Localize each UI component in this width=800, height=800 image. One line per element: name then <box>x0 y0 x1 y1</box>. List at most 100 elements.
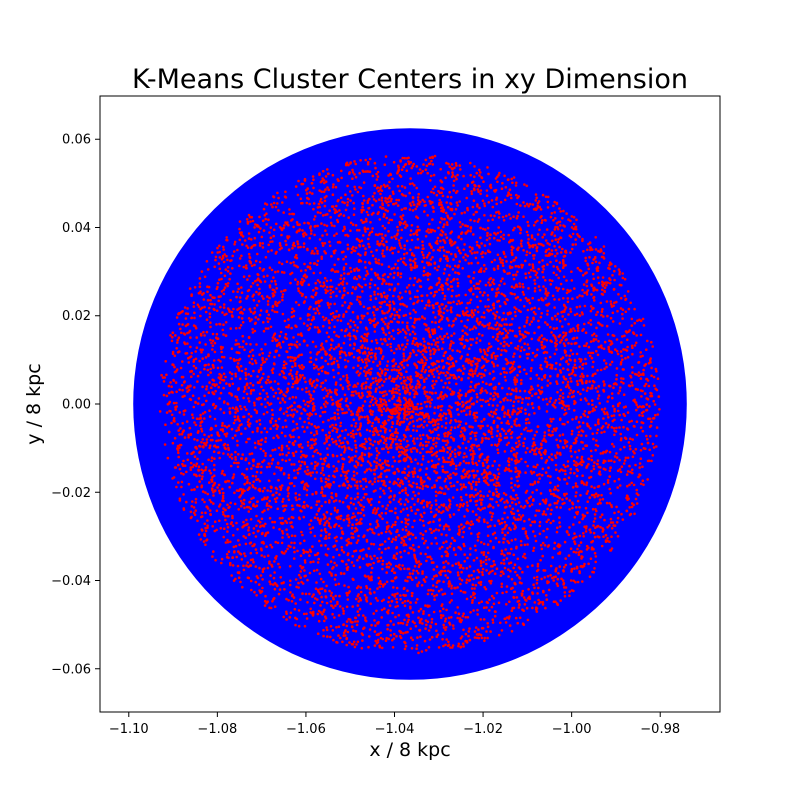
cluster-center-point <box>258 291 262 295</box>
cluster-center-point <box>468 410 472 413</box>
cluster-center-point <box>333 417 337 421</box>
cluster-center-point <box>371 443 375 447</box>
cluster-center-point <box>500 427 504 431</box>
cluster-center-point <box>602 315 605 318</box>
cluster-center-point <box>585 481 589 485</box>
cluster-center-point <box>366 354 370 358</box>
cluster-center-point <box>265 502 269 505</box>
cluster-center-point <box>329 594 333 597</box>
cluster-center-point <box>480 387 484 390</box>
cluster-center-point <box>307 328 310 332</box>
cluster-center-point <box>444 381 447 385</box>
cluster-center-point <box>212 474 216 478</box>
cluster-center-point <box>433 185 437 189</box>
cluster-center-point <box>258 589 262 592</box>
cluster-center-point <box>346 197 350 201</box>
cluster-center-point <box>437 433 440 437</box>
cluster-center-point <box>283 508 287 511</box>
cluster-center-point <box>235 429 238 433</box>
cluster-center-point <box>274 252 278 255</box>
cluster-center-point <box>347 446 351 450</box>
cluster-center-point <box>339 282 343 285</box>
cluster-center-point <box>578 570 581 573</box>
cluster-center-point <box>446 336 450 339</box>
cluster-center-point <box>325 224 329 228</box>
cluster-center-point <box>472 313 476 317</box>
cluster-center-point <box>439 405 443 408</box>
cluster-center-point <box>345 470 348 474</box>
cluster-center-point <box>579 375 582 378</box>
cluster-center-point <box>440 604 444 608</box>
cluster-center-point <box>332 555 335 559</box>
cluster-center-point <box>316 561 320 564</box>
cluster-center-point <box>340 467 344 471</box>
cluster-center-point <box>297 460 301 463</box>
cluster-center-point <box>365 364 369 367</box>
cluster-center-point <box>467 630 471 633</box>
cluster-center-point <box>310 506 313 510</box>
cluster-center-point <box>534 273 538 277</box>
cluster-center-point <box>355 623 359 627</box>
cluster-center-point <box>248 422 252 425</box>
cluster-center-point <box>401 622 405 625</box>
cluster-center-point <box>404 525 408 529</box>
cluster-center-point <box>367 237 370 241</box>
cluster-center-point <box>303 561 307 564</box>
cluster-center-point <box>346 291 350 295</box>
cluster-center-point <box>366 312 369 315</box>
cluster-center-point <box>471 469 474 473</box>
cluster-center-point <box>370 575 373 578</box>
cluster-center-point <box>261 356 264 360</box>
cluster-center-point <box>381 357 384 361</box>
cluster-center-point <box>510 248 514 252</box>
cluster-center-point <box>435 471 438 475</box>
cluster-center-point <box>571 243 575 246</box>
cluster-center-point <box>397 534 401 537</box>
cluster-center-point <box>171 335 174 339</box>
cluster-center-point <box>423 380 426 384</box>
cluster-center-point <box>169 381 172 384</box>
cluster-center-point <box>515 389 518 393</box>
cluster-center-point <box>658 408 661 411</box>
cluster-center-point <box>475 483 478 487</box>
cluster-center-point <box>549 564 553 568</box>
cluster-center-point <box>290 404 294 408</box>
cluster-center-point <box>486 456 489 460</box>
cluster-center-point <box>505 260 508 263</box>
cluster-center-point <box>332 480 336 484</box>
cluster-center-point <box>363 260 367 264</box>
cluster-center-point <box>614 531 617 534</box>
cluster-center-point <box>547 291 550 295</box>
cluster-center-point <box>220 366 224 369</box>
cluster-center-point <box>415 429 419 433</box>
cluster-center-point <box>321 469 324 472</box>
cluster-center-point <box>489 524 492 528</box>
cluster-center-point <box>211 488 214 492</box>
cluster-center-point <box>267 313 271 317</box>
cluster-center-point <box>257 300 261 303</box>
cluster-center-point <box>321 285 325 288</box>
cluster-center-point <box>229 298 232 302</box>
cluster-center-point <box>645 348 648 352</box>
cluster-center-point <box>266 566 270 570</box>
cluster-center-point <box>599 301 603 305</box>
cluster-center-point <box>203 410 207 414</box>
cluster-center-point <box>383 273 387 276</box>
cluster-center-point <box>587 321 590 325</box>
cluster-center-point <box>300 353 304 357</box>
cluster-center-point <box>531 520 534 524</box>
cluster-center-point <box>394 564 398 568</box>
cluster-center-point <box>323 527 327 531</box>
cluster-center-point <box>291 246 294 250</box>
cluster-center-point <box>443 294 447 298</box>
cluster-center-point <box>620 418 623 422</box>
cluster-center-point <box>289 579 292 583</box>
cluster-center-point <box>356 620 360 623</box>
cluster-center-point <box>471 426 474 429</box>
cluster-center-point <box>414 576 418 580</box>
cluster-center-point <box>274 283 278 286</box>
cluster-center-point <box>468 474 471 477</box>
cluster-center-point <box>390 509 394 513</box>
cluster-center-point <box>334 423 338 427</box>
cluster-center-point <box>520 543 523 547</box>
